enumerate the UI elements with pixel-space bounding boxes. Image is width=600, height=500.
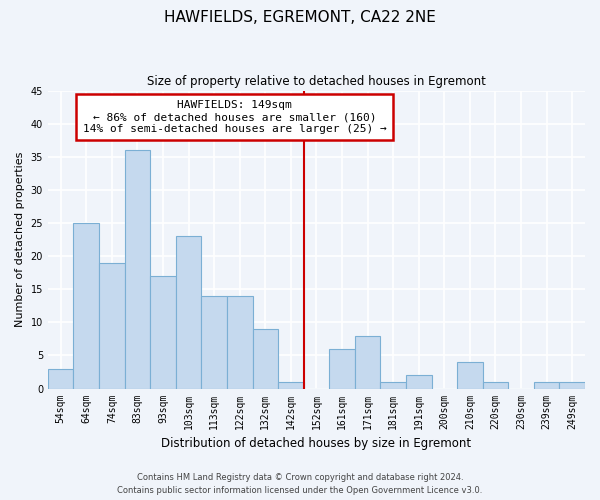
Bar xyxy=(329,349,355,389)
Bar xyxy=(253,329,278,388)
X-axis label: Distribution of detached houses by size in Egremont: Distribution of detached houses by size … xyxy=(161,437,472,450)
Bar xyxy=(534,382,559,388)
Bar xyxy=(227,296,253,388)
Bar xyxy=(176,236,202,388)
Bar xyxy=(150,276,176,388)
Bar xyxy=(48,368,73,388)
Bar xyxy=(99,262,125,388)
Y-axis label: Number of detached properties: Number of detached properties xyxy=(15,152,25,327)
Bar xyxy=(457,362,482,388)
Bar xyxy=(278,382,304,388)
Bar xyxy=(406,376,431,388)
Bar xyxy=(380,382,406,388)
Bar xyxy=(202,296,227,388)
Bar xyxy=(73,223,99,388)
Bar xyxy=(559,382,585,388)
Text: HAWFIELDS, EGREMONT, CA22 2NE: HAWFIELDS, EGREMONT, CA22 2NE xyxy=(164,10,436,25)
Text: HAWFIELDS: 149sqm
← 86% of detached houses are smaller (160)
14% of semi-detache: HAWFIELDS: 149sqm ← 86% of detached hous… xyxy=(83,100,386,134)
Bar xyxy=(355,336,380,388)
Text: Contains HM Land Registry data © Crown copyright and database right 2024.
Contai: Contains HM Land Registry data © Crown c… xyxy=(118,474,482,495)
Title: Size of property relative to detached houses in Egremont: Size of property relative to detached ho… xyxy=(147,75,486,88)
Bar xyxy=(125,150,150,388)
Bar xyxy=(482,382,508,388)
